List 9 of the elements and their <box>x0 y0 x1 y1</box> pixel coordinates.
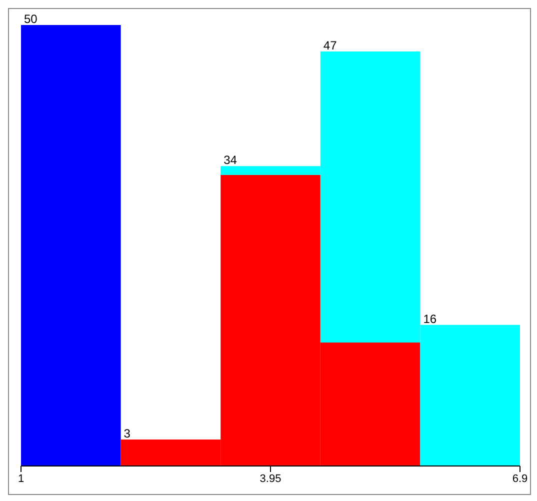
x-tick-label: 3.95 <box>260 472 282 485</box>
annotation: 50 <box>24 12 38 26</box>
annotation: 3 <box>124 426 131 441</box>
x-tick-label: 6.9 <box>512 472 528 485</box>
annotation: 16 <box>423 312 437 326</box>
bar <box>21 25 121 466</box>
x-tick-label: 1 <box>18 472 24 485</box>
annotation: 47 <box>323 38 338 52</box>
annotation: 34 <box>224 153 238 168</box>
